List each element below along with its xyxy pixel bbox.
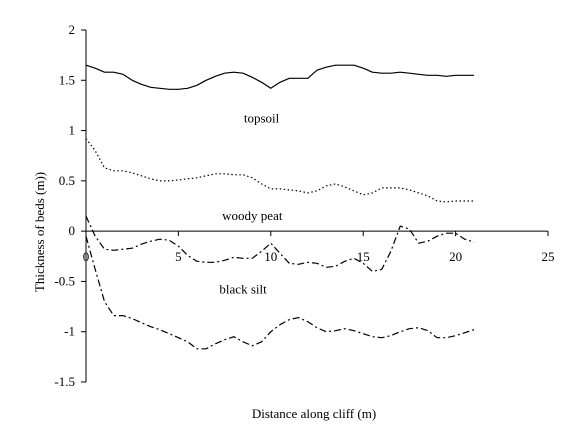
y-axis-label: Thickness of beds (m)) xyxy=(32,172,47,292)
x-tick-label: 15 xyxy=(357,249,370,264)
annotation-label: woody peat xyxy=(222,208,283,223)
annotation-label: topsoil xyxy=(244,111,280,126)
y-tick-label: -1.5 xyxy=(54,374,75,389)
x-tick-label: 0 xyxy=(83,249,90,264)
x-tick-label: 20 xyxy=(449,249,462,264)
axes: 2 1.5 1 0.5 0 -0.5 -1 -1.5 0 5 10 15 20 25 xyxy=(54,22,554,389)
y-tick-label: 1 xyxy=(69,123,76,138)
y-tick-label: 2 xyxy=(69,22,76,37)
series-line-4 xyxy=(85,236,475,350)
y-tick-label: 0 xyxy=(69,223,76,238)
x-tick-label: 10 xyxy=(264,249,277,264)
series-line-3 xyxy=(85,215,475,272)
y-tick-label: 1.5 xyxy=(59,72,75,87)
series-line-1 xyxy=(85,64,475,90)
x-tick-label: 25 xyxy=(542,249,555,264)
annotation-label: black silt xyxy=(219,281,267,296)
annotations: topsoil woody peat black silt xyxy=(219,111,282,297)
y-tick-label: -1 xyxy=(64,324,75,339)
x-axis-label: Distance along cliff (m) xyxy=(252,406,376,421)
y-tick-label: -0.5 xyxy=(54,273,75,288)
x-tick-label: 5 xyxy=(175,249,182,264)
series-layer xyxy=(85,64,475,350)
series-line-2 xyxy=(85,138,475,203)
y-tick-label: 0.5 xyxy=(59,173,75,188)
